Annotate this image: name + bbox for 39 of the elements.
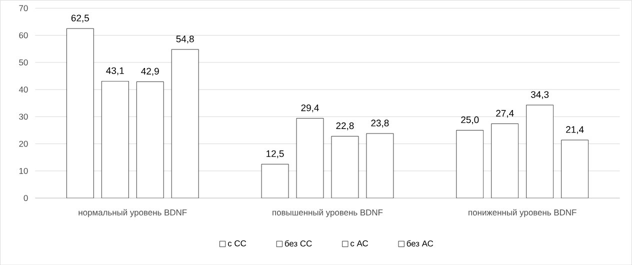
x-tick-label: повышенный уровень BDNF [272, 208, 383, 217]
y-tick-label: 50 [19, 59, 28, 66]
bar [136, 81, 164, 198]
data-label: 12,5 [266, 150, 284, 158]
bar [526, 104, 554, 198]
legend-label: с СС [228, 240, 246, 246]
y-tick-label: 0 [24, 194, 28, 201]
data-label: 25,0 [461, 116, 479, 124]
bar [456, 130, 484, 198]
y-tick-label: 60 [19, 32, 28, 38]
y-tick-label: 40 [18, 86, 28, 92]
x-tick-label: нормальный уровень BDNF [78, 208, 187, 217]
bar [171, 49, 199, 198]
data-label: 62,5 [71, 14, 89, 22]
legend-label: без СС [284, 240, 312, 246]
bar [331, 136, 359, 198]
legend-label: без АС [406, 240, 434, 246]
legend-label: с АС [350, 240, 368, 246]
bar [561, 140, 589, 198]
data-label: 23,8 [371, 120, 389, 128]
data-label: 54,8 [176, 35, 194, 44]
data-label: 34,3 [531, 91, 549, 99]
bar [296, 118, 324, 198]
data-label: 29,4 [301, 104, 319, 112]
bar [66, 28, 94, 198]
bar [366, 133, 394, 198]
bar [491, 123, 519, 198]
data-label: 27,4 [496, 110, 514, 118]
data-label: 22,8 [336, 122, 354, 130]
bar [261, 164, 289, 198]
y-tick-label: 70 [19, 5, 28, 12]
data-label: 43,1 [106, 67, 124, 76]
data-label: 21,4 [566, 126, 584, 134]
y-tick-label: 10 [19, 168, 28, 174]
y-tick-label: 20 [19, 140, 28, 147]
data-label: 42,9 [141, 68, 159, 76]
bar [101, 80, 129, 198]
y-tick-label: 30 [19, 114, 28, 120]
x-tick-label: пониженный уровень BDNF [468, 208, 576, 217]
